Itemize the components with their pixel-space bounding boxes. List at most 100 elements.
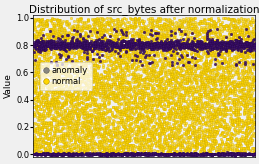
- Point: [236, 45, 240, 48]
- Point: [122, 145, 126, 147]
- Point: [67, 122, 71, 124]
- Point: [165, 41, 169, 44]
- Point: [72, 67, 76, 70]
- Point: [205, 129, 209, 131]
- Point: [219, 108, 223, 111]
- Point: [128, 85, 132, 88]
- Point: [52, 148, 56, 151]
- Point: [159, 112, 163, 114]
- Point: [161, 111, 165, 114]
- Point: [166, 148, 170, 151]
- Point: [178, 44, 182, 46]
- Point: [49, 70, 53, 73]
- Point: [85, 88, 89, 90]
- Point: [240, 96, 244, 98]
- Point: [58, 129, 62, 132]
- Point: [147, 146, 151, 149]
- Point: [75, 143, 80, 146]
- Point: [200, 117, 204, 120]
- Point: [136, 40, 141, 43]
- Point: [182, 44, 186, 46]
- Point: [125, 153, 129, 156]
- Point: [162, 104, 166, 106]
- Point: [203, 69, 207, 72]
- Point: [95, 88, 99, 91]
- Point: [187, 45, 191, 47]
- Point: [149, 150, 153, 153]
- Point: [112, 126, 116, 129]
- Point: [72, 42, 76, 45]
- Point: [85, 102, 89, 105]
- Point: [245, 82, 249, 85]
- Point: [36, 152, 40, 155]
- Point: [187, 108, 191, 111]
- Point: [216, 153, 220, 155]
- Point: [148, 138, 152, 141]
- Point: [83, 78, 88, 81]
- Point: [230, 152, 234, 155]
- Point: [54, 87, 58, 90]
- Point: [41, 45, 46, 48]
- Point: [232, 147, 236, 150]
- Point: [247, 77, 251, 80]
- Point: [109, 32, 113, 35]
- Point: [59, 34, 63, 37]
- Point: [63, 143, 67, 145]
- Point: [68, 44, 72, 47]
- Point: [141, 144, 145, 147]
- Point: [252, 42, 256, 45]
- Point: [54, 129, 59, 132]
- Point: [225, 147, 229, 149]
- Point: [197, 41, 201, 44]
- Point: [244, 26, 248, 29]
- Point: [51, 30, 55, 33]
- Point: [111, 90, 115, 93]
- Point: [185, 52, 189, 55]
- Point: [212, 153, 216, 155]
- Point: [133, 21, 137, 23]
- Point: [183, 63, 187, 65]
- Point: [223, 125, 227, 128]
- Point: [248, 34, 252, 36]
- Point: [246, 47, 250, 50]
- Point: [141, 78, 146, 80]
- Point: [139, 125, 143, 128]
- Point: [129, 44, 133, 46]
- Point: [172, 119, 176, 122]
- Point: [230, 25, 234, 27]
- Point: [116, 148, 120, 150]
- Point: [239, 153, 243, 156]
- Point: [40, 60, 44, 62]
- Point: [54, 44, 58, 47]
- Point: [243, 103, 247, 106]
- Point: [225, 41, 229, 44]
- Point: [139, 25, 143, 28]
- Point: [50, 18, 54, 21]
- Point: [75, 126, 79, 128]
- Point: [200, 128, 204, 131]
- Point: [227, 78, 231, 80]
- Point: [230, 117, 234, 120]
- Point: [168, 137, 172, 139]
- Point: [144, 64, 148, 67]
- Point: [57, 34, 62, 37]
- Point: [97, 45, 102, 48]
- Point: [40, 136, 44, 139]
- Point: [41, 39, 45, 41]
- Point: [89, 114, 93, 117]
- Point: [130, 39, 134, 41]
- Point: [51, 152, 55, 155]
- Point: [141, 100, 145, 102]
- Point: [244, 76, 248, 78]
- Point: [146, 72, 150, 74]
- Point: [207, 150, 212, 153]
- Point: [195, 152, 199, 155]
- Point: [225, 153, 229, 155]
- Point: [98, 152, 102, 155]
- Point: [225, 138, 229, 140]
- Point: [237, 145, 241, 147]
- Point: [51, 119, 55, 121]
- Point: [55, 19, 59, 21]
- Point: [248, 75, 253, 77]
- Point: [215, 66, 219, 68]
